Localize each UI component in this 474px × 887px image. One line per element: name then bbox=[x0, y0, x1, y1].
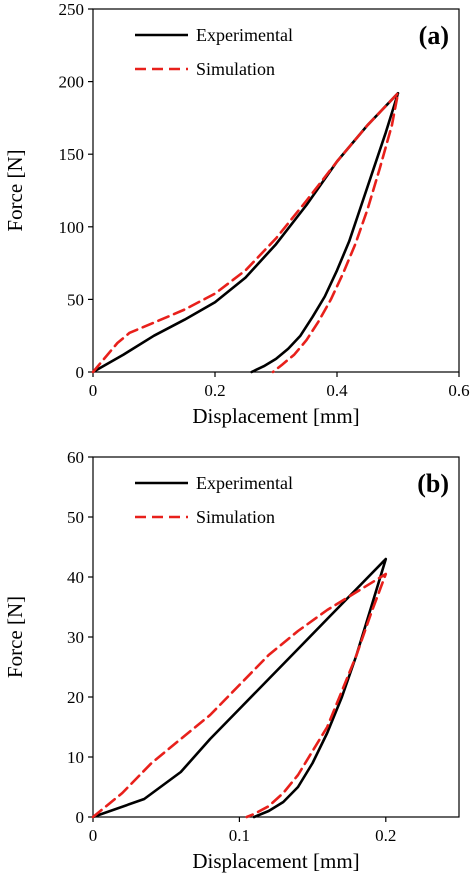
x-tick-label: 0.6 bbox=[448, 381, 469, 400]
x-tick-label: 0 bbox=[89, 826, 98, 845]
panel-label: (b) bbox=[417, 469, 449, 498]
y-tick-label: 200 bbox=[59, 73, 85, 92]
legend-label: Experimental bbox=[196, 25, 293, 45]
y-tick-label: 50 bbox=[67, 290, 84, 309]
series-line-simulation bbox=[91, 572, 388, 819]
chart-a: 0 50 100 150 200 250 0 0.2 0.4 0.6 Displacement [m… bbox=[3, 0, 470, 428]
series-line-experimental bbox=[91, 91, 400, 374]
series-line-experimental bbox=[91, 557, 388, 819]
panel-label: (a) bbox=[419, 21, 449, 50]
legend-label: Simulation bbox=[196, 59, 275, 79]
chart-b: 0 10 20 30 40 50 60 0 0.1 0.2 Displacement [mm] For… bbox=[3, 448, 460, 873]
y-tick-label: 100 bbox=[59, 218, 85, 237]
y-tick-label: 0 bbox=[76, 363, 85, 382]
x-tick-label: 0.2 bbox=[204, 381, 225, 400]
legend-label: Experimental bbox=[196, 473, 293, 493]
y-tick-label: 30 bbox=[67, 628, 84, 647]
legend-label: Simulation bbox=[196, 507, 275, 527]
x-axis-label: Displacement [mm] bbox=[192, 404, 359, 428]
y-tick-label: 60 bbox=[67, 448, 84, 467]
plot-frame bbox=[92, 456, 460, 818]
y-tick-label: 40 bbox=[67, 568, 84, 587]
y-tick-label: 50 bbox=[67, 508, 84, 527]
y-tick-label: 20 bbox=[67, 688, 84, 707]
x-tick-label: 0.2 bbox=[375, 826, 396, 845]
y-axis-label: Force [N] bbox=[3, 596, 27, 678]
series-line-simulation bbox=[91, 91, 400, 374]
x-tick-label: 0.1 bbox=[229, 826, 250, 845]
y-tick-label: 250 bbox=[59, 0, 85, 19]
x-tick-label: 0.4 bbox=[326, 381, 348, 400]
y-tick-label: 0 bbox=[76, 808, 85, 827]
plot-frame bbox=[92, 8, 460, 373]
y-tick-label: 10 bbox=[67, 748, 84, 767]
x-axis-label: Displacement [mm] bbox=[192, 849, 359, 873]
y-tick-label: 150 bbox=[59, 145, 85, 164]
x-tick-label: 0 bbox=[89, 381, 98, 400]
y-axis-label: Force [N] bbox=[3, 149, 27, 231]
